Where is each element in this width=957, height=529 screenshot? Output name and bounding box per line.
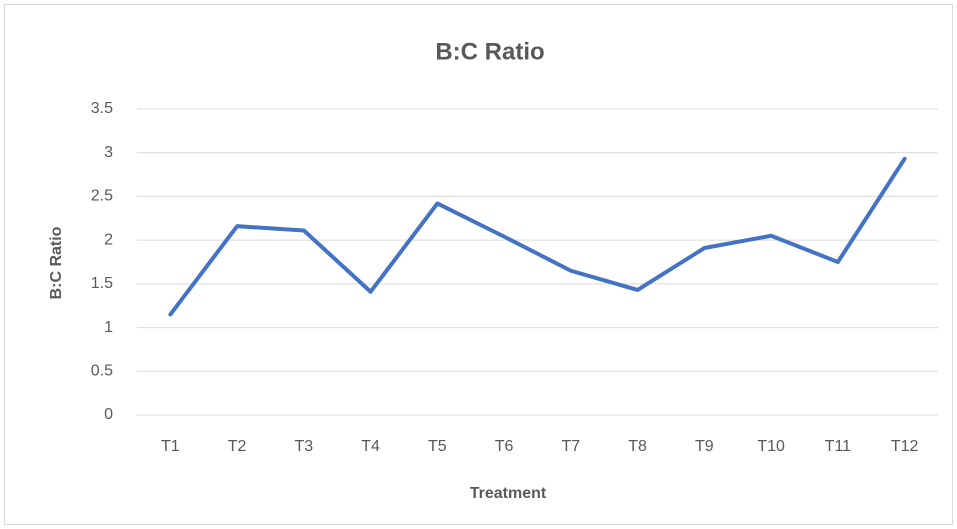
x-tick-label: T11: [825, 438, 851, 455]
x-tick-label: T2: [228, 438, 247, 455]
y-tick-label: 1.5: [91, 275, 113, 292]
x-tick-label: T1: [161, 438, 180, 455]
y-tick-label: 3: [104, 144, 113, 161]
data-line: [168, 156, 907, 317]
y-tick-label: 2: [104, 231, 113, 248]
x-tick-label: T6: [495, 438, 514, 455]
chart-title: B:C Ratio: [435, 38, 544, 65]
x-tick-label: T4: [361, 438, 380, 455]
x-axis-title: Treatment: [470, 485, 547, 502]
y-tick-label: 0.5: [91, 363, 113, 380]
x-tick-label: T10: [757, 438, 785, 455]
y-tick-label: 1: [104, 319, 113, 336]
y-tick-label: 2.5: [91, 188, 113, 205]
y-tick-label: 3.5: [91, 100, 113, 117]
chart-frame: [4, 4, 953, 525]
y-tick-label: 0: [104, 406, 113, 423]
y-axis-title: B:C Ratio: [48, 226, 65, 299]
x-tick-label: T9: [695, 438, 714, 455]
x-tick-label: T8: [628, 438, 647, 455]
x-tick-label: T12: [891, 438, 919, 455]
x-tick-label: T7: [562, 438, 581, 455]
x-tick-label: T5: [428, 438, 447, 455]
x-tick-label: T3: [295, 438, 314, 455]
